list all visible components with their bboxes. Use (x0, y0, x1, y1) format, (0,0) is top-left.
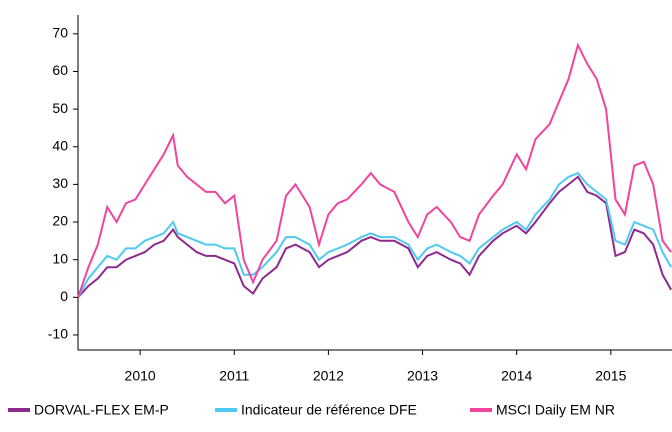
y-tick-label: 40 (52, 137, 68, 153)
x-tick-label: 2012 (313, 368, 344, 384)
y-tick-label: 0 (60, 288, 68, 304)
y-tick-label: 60 (52, 62, 68, 78)
y-tick-label: 70 (52, 25, 68, 41)
x-tick-label: 2011 (219, 368, 249, 384)
y-tick-label: 30 (52, 175, 68, 191)
legend-label: MSCI Daily EM NR (496, 402, 615, 418)
legend-label: Indicateur de référence DFE (241, 402, 417, 418)
x-tick-label: 2014 (501, 368, 532, 384)
y-tick-label: 20 (52, 213, 68, 229)
x-tick-label: 2015 (595, 368, 626, 384)
y-tick-label: -10 (48, 326, 68, 342)
series-line (77, 42, 672, 298)
x-tick-label: 2013 (407, 368, 438, 384)
series-line (77, 175, 672, 298)
series-line (77, 171, 672, 298)
x-tick-label: 2010 (125, 368, 156, 384)
y-tick-label: 50 (52, 100, 68, 116)
legend-label: DORVAL-FLEX EM-P (34, 402, 169, 418)
y-tick-label: 10 (52, 250, 68, 266)
